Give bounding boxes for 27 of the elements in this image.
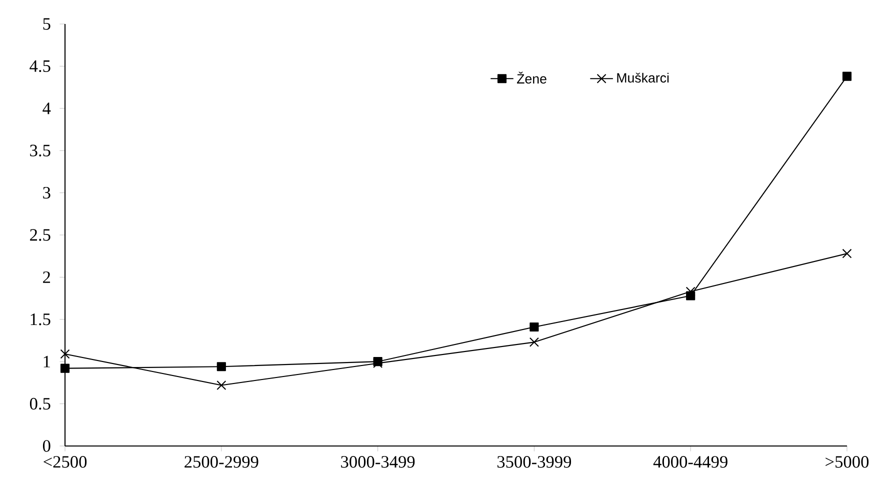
y-tick-label: 1 bbox=[44, 356, 50, 368]
legend-label: Žene bbox=[517, 72, 546, 84]
y-tick-label: 5 bbox=[43, 18, 50, 30]
y-tick-label: 1.5 bbox=[30, 314, 50, 326]
point bbox=[216, 380, 226, 390]
y-tick-label: 3.5 bbox=[30, 144, 50, 156]
point bbox=[216, 362, 226, 372]
x-tick-label: <2500 bbox=[44, 456, 87, 468]
x-tick-label: >5000 bbox=[826, 456, 869, 468]
x-tick-label: 4000-4499 bbox=[653, 456, 728, 468]
point bbox=[842, 248, 852, 258]
y-tick-label: 2 bbox=[43, 271, 50, 283]
point bbox=[842, 72, 852, 81]
point bbox=[530, 322, 539, 332]
point bbox=[60, 349, 70, 359]
y-tick-label: 3 bbox=[43, 186, 50, 199]
y-tick-label: 0 bbox=[42, 440, 50, 452]
point bbox=[529, 337, 539, 347]
point bbox=[60, 364, 70, 373]
y-tick-label: 4 bbox=[42, 102, 51, 114]
x-tick-label: 3500-3999 bbox=[497, 456, 572, 468]
x-tick-label: 2500-2999 bbox=[184, 456, 258, 468]
y-tick-label: 0.5 bbox=[30, 398, 50, 410]
y-tick-label: 4.5 bbox=[30, 60, 50, 72]
y-tick-label: 2.5 bbox=[30, 229, 50, 241]
legend-label: Muškarci bbox=[617, 72, 669, 83]
x-tick-label: 3000-3499 bbox=[341, 456, 415, 468]
